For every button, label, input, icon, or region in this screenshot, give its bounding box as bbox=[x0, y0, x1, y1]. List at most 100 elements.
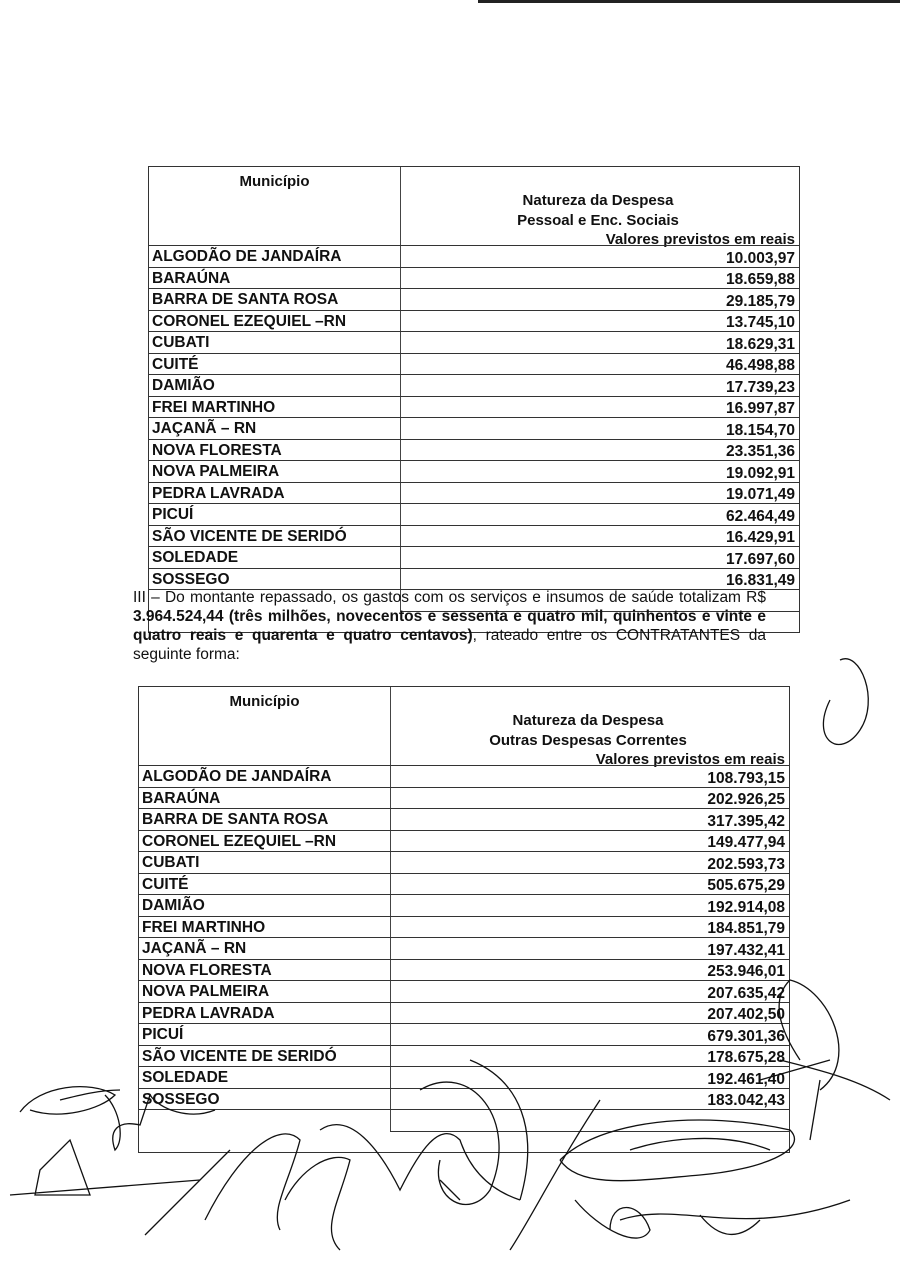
table-header: Município Natureza da Despesa Outras Des… bbox=[139, 687, 789, 768]
valor: 23.351,36 bbox=[726, 443, 795, 460]
column-divider bbox=[400, 525, 401, 546]
municipio-name: DAMIÃO bbox=[152, 377, 215, 394]
column-divider bbox=[400, 167, 401, 245]
municipio-name: BARRA DE SANTA ROSA bbox=[152, 291, 339, 308]
paragraph-iii: III – Do montante repassado, os gastos c… bbox=[133, 588, 766, 664]
municipio-name: CORONEL EZEQUIEL –RN bbox=[152, 312, 347, 330]
municipio-name: NOVA PALMEIRA bbox=[142, 983, 270, 1000]
valor: 197.432,41 bbox=[707, 941, 785, 959]
table-row: DAMIÃO 46.498,88 bbox=[149, 357, 799, 396]
valor: 178.675,28 bbox=[707, 1049, 785, 1066]
table-row: SOLEDADE 178.675,28 bbox=[139, 1049, 789, 1088]
table-row: NOVA PALMEIRA 23.351,36 bbox=[149, 443, 799, 482]
column-divider bbox=[400, 547, 401, 568]
column-divider bbox=[400, 246, 401, 267]
municipio-name: NOVA PALMEIRA bbox=[152, 463, 280, 480]
column-divider bbox=[390, 852, 391, 873]
table-row: 183.042,43 bbox=[139, 1092, 789, 1131]
municipio-name: JAÇANÃ – RN bbox=[152, 420, 257, 437]
table-row: PICUÍ 207.402,50 bbox=[139, 1006, 789, 1045]
column-divider bbox=[400, 418, 401, 439]
column-divider bbox=[390, 873, 391, 894]
table-row: BARAÚNA 108.793,15 bbox=[139, 770, 789, 808]
column-divider bbox=[390, 687, 391, 765]
valor: 317.395,42 bbox=[707, 812, 785, 830]
paragraph-amount: 3.964.524,44 (três milhões, novecentos e… bbox=[133, 608, 766, 644]
table-row: ALGODÃO DE JANDAÍRA bbox=[139, 765, 789, 787]
column-divider bbox=[400, 289, 401, 310]
valor: 202.926,25 bbox=[707, 791, 785, 808]
table-row: SÃO VICENTE DE SERIDÓ 679.301,36 bbox=[139, 1028, 789, 1066]
municipio-name: SOSSEGO bbox=[152, 570, 230, 588]
table-row: SOSSEGO 17.697,60 bbox=[149, 551, 799, 589]
valor: 207.635,42 bbox=[707, 984, 785, 1002]
column-divider bbox=[400, 439, 401, 460]
valor: 183.042,43 bbox=[707, 1092, 785, 1109]
table-outras-despesas: Município Natureza da Despesa Outras Des… bbox=[138, 686, 790, 1153]
municipio-name: ALGODÃO DE JANDAÍRA bbox=[152, 248, 342, 265]
valor: 19.071,49 bbox=[726, 486, 795, 503]
valor: 18.659,88 bbox=[726, 271, 795, 288]
column-divider bbox=[400, 396, 401, 417]
table-row: CUBATI 13.745,10 bbox=[149, 314, 799, 353]
municipio-name: PICUÍ bbox=[152, 506, 194, 523]
valor: 46.498,88 bbox=[726, 357, 795, 374]
table-row: CORONEL EZEQUIEL –RN 317.395,42 bbox=[139, 813, 789, 851]
column-divider bbox=[390, 1045, 391, 1066]
valor: 17.697,60 bbox=[726, 550, 795, 568]
header-natureza-line: Pessoal e Enc. Sociais bbox=[517, 212, 679, 229]
municipio-name: SOSSEGO bbox=[142, 1090, 220, 1108]
table-row: JAÇANÃ – RN 184.851,79 bbox=[139, 920, 789, 959]
valor: 253.946,01 bbox=[707, 963, 785, 980]
municipio-name: SOLEDADE bbox=[142, 1069, 229, 1086]
column-divider bbox=[390, 959, 391, 980]
table-row: NOVA FLORESTA 197.432,41 bbox=[139, 942, 789, 980]
valor: 16.429,91 bbox=[726, 529, 795, 546]
table-row: 16.831,49 bbox=[149, 572, 799, 611]
signature bbox=[574, 1199, 851, 1239]
column-divider bbox=[390, 1088, 391, 1109]
table-row: NOVA FLORESTA 18.154,70 bbox=[149, 422, 799, 460]
municipio-name: CORONEL EZEQUIEL –RN bbox=[142, 832, 337, 850]
column-divider bbox=[390, 1067, 391, 1088]
column-divider bbox=[390, 938, 391, 959]
column-divider bbox=[400, 590, 401, 611]
municipio-name: DAMIÃO bbox=[142, 897, 205, 914]
table-body: ALGODÃO DE JANDAÍRA BARAÚNA 108.793,15 BARR… bbox=[139, 765, 789, 1152]
column-divider bbox=[390, 809, 391, 830]
paragraph-text: III – Do montante repassado, os gastos c… bbox=[133, 589, 766, 606]
signature bbox=[19, 1086, 121, 1115]
municipio-name: ALGODÃO DE JANDAÍRA bbox=[142, 768, 332, 785]
municipio-name: PICUÍ bbox=[142, 1026, 184, 1043]
table-row: JAÇANÃ – RN 16.997,87 bbox=[149, 400, 799, 439]
valor: 149.477,94 bbox=[707, 834, 785, 851]
table-row: SOSSEGO 192.461,40 bbox=[139, 1071, 789, 1109]
valor: 16.831,49 bbox=[726, 572, 795, 589]
valor: 202.593,73 bbox=[707, 855, 785, 873]
municipio-name: SÃO VICENTE DE SERIDÓ bbox=[152, 527, 347, 545]
table-row: SOLEDADE 16.429,91 bbox=[149, 529, 799, 568]
column-divider bbox=[400, 353, 401, 374]
municipio-name: FREI MARTINHO bbox=[142, 918, 266, 936]
header-natureza: Natureza da Despesa Outras Despesas Corr… bbox=[391, 711, 785, 751]
column-divider bbox=[400, 482, 401, 503]
header-natureza: Natureza da Despesa Pessoal e Enc. Socia… bbox=[401, 191, 795, 231]
municipio-name: FREI MARTINHO bbox=[152, 398, 276, 416]
table-row: CUITÉ 18.629,31 bbox=[149, 336, 799, 374]
table-row: PICUÍ 19.071,49 bbox=[149, 486, 799, 525]
valor: 18.154,70 bbox=[726, 421, 795, 439]
header-natureza-line: Natureza da Despesa bbox=[522, 192, 674, 209]
municipio-name: CUBATI bbox=[152, 334, 210, 351]
municipio-name: NOVA FLORESTA bbox=[142, 961, 272, 979]
column-divider bbox=[390, 787, 391, 808]
table-row: PEDRA LAVRADA 207.635,42 bbox=[139, 985, 789, 1023]
header-municipio: Município bbox=[239, 173, 310, 190]
column-divider bbox=[390, 916, 391, 937]
valor: 19.092,91 bbox=[726, 464, 795, 482]
column-divider bbox=[390, 1002, 391, 1023]
municipio-name: PEDRA LAVRADA bbox=[142, 1004, 275, 1022]
table-row: FREI MARTINHO 192.914,08 bbox=[139, 899, 789, 937]
column-divider bbox=[390, 981, 391, 1002]
valor: 108.793,15 bbox=[707, 769, 785, 787]
column-divider bbox=[400, 310, 401, 331]
